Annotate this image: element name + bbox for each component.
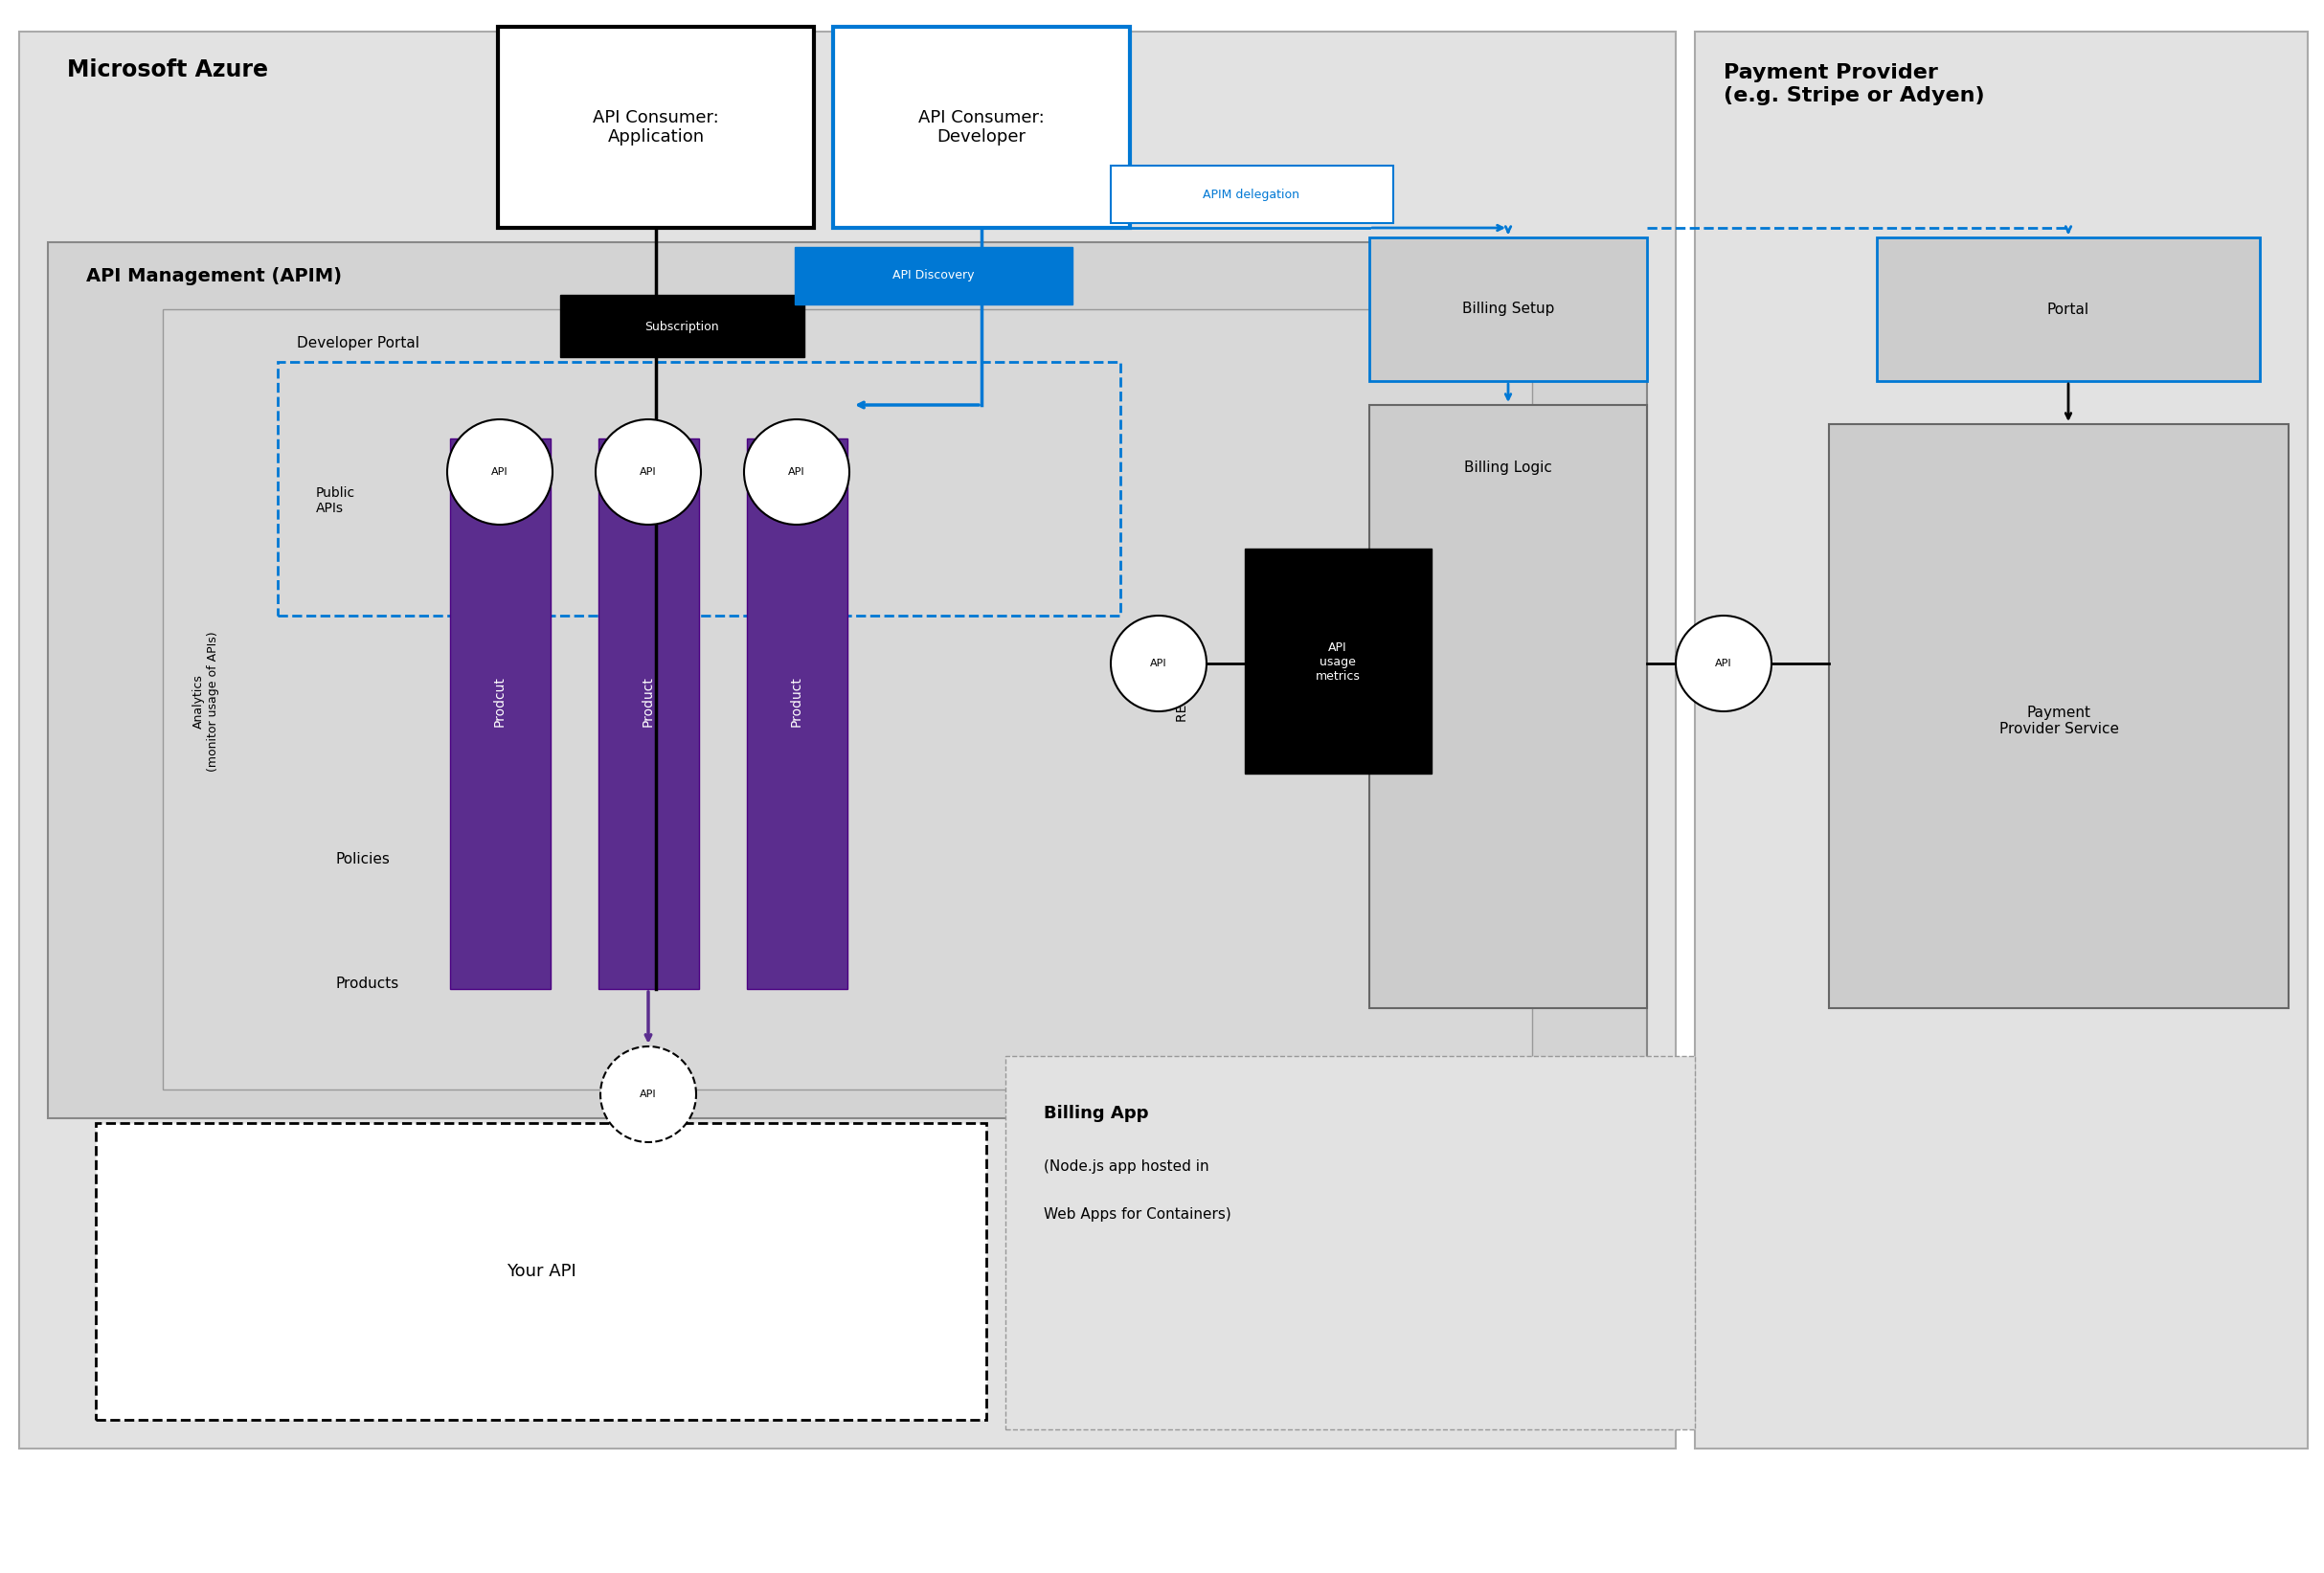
- FancyBboxPatch shape: [560, 294, 804, 357]
- Circle shape: [1676, 615, 1771, 711]
- FancyBboxPatch shape: [1369, 404, 1648, 1008]
- Text: Product: Product: [790, 676, 804, 727]
- Text: APIM delegation: APIM delegation: [1204, 189, 1299, 201]
- Text: (Node.js app hosted in: (Node.js app hosted in: [1043, 1159, 1208, 1173]
- Circle shape: [744, 420, 848, 525]
- Text: API: API: [788, 467, 804, 477]
- FancyBboxPatch shape: [1111, 165, 1394, 223]
- FancyBboxPatch shape: [277, 362, 1120, 615]
- FancyBboxPatch shape: [1878, 238, 2259, 381]
- Text: API Discovery: API Discovery: [892, 269, 974, 282]
- Circle shape: [446, 420, 553, 525]
- Text: Product: Product: [641, 676, 655, 727]
- Text: API: API: [639, 467, 658, 477]
- Text: REST API: REST API: [1176, 662, 1190, 722]
- Text: API: API: [1715, 659, 1731, 669]
- Text: Products: Products: [335, 977, 400, 991]
- Text: API: API: [490, 467, 509, 477]
- Text: Web Apps for Containers): Web Apps for Containers): [1043, 1206, 1232, 1221]
- FancyBboxPatch shape: [497, 27, 813, 228]
- Text: Payment
Provider Service: Payment Provider Service: [1999, 705, 2119, 736]
- FancyBboxPatch shape: [1369, 238, 1648, 381]
- Circle shape: [1111, 615, 1206, 711]
- Circle shape: [595, 420, 702, 525]
- FancyBboxPatch shape: [746, 439, 848, 989]
- FancyBboxPatch shape: [1006, 1055, 1694, 1430]
- Text: Portal: Portal: [2047, 302, 2089, 316]
- Text: Public
APIs: Public APIs: [316, 486, 356, 516]
- FancyBboxPatch shape: [832, 27, 1129, 228]
- Text: API Consumer:
Developer: API Consumer: Developer: [918, 109, 1043, 146]
- Text: Developer Portal: Developer Portal: [297, 335, 418, 349]
- Text: Analytics
(monitor usage of APIs): Analytics (monitor usage of APIs): [193, 632, 218, 772]
- Text: API Consumer:
Application: API Consumer: Application: [593, 109, 718, 146]
- Text: API: API: [639, 1090, 658, 1100]
- FancyBboxPatch shape: [1829, 425, 2289, 1008]
- FancyBboxPatch shape: [49, 242, 1648, 1118]
- Text: Payment Provider
(e.g. Stripe or Adyen): Payment Provider (e.g. Stripe or Adyen): [1724, 63, 1985, 105]
- Text: Microsoft Azure: Microsoft Azure: [67, 58, 267, 82]
- Circle shape: [600, 1046, 697, 1142]
- Text: API: API: [1150, 659, 1167, 669]
- Text: Subscription: Subscription: [644, 321, 718, 333]
- FancyBboxPatch shape: [600, 439, 700, 989]
- FancyBboxPatch shape: [1694, 31, 2308, 1449]
- FancyBboxPatch shape: [95, 1123, 985, 1420]
- FancyBboxPatch shape: [1246, 549, 1432, 774]
- Text: API
usage
metrics: API usage metrics: [1315, 640, 1360, 683]
- FancyBboxPatch shape: [451, 439, 551, 989]
- Text: API Management (APIM): API Management (APIM): [86, 267, 342, 285]
- Text: Prodcut: Prodcut: [493, 676, 507, 727]
- FancyBboxPatch shape: [795, 247, 1071, 305]
- Text: Policies: Policies: [335, 853, 390, 867]
- Text: Billing App: Billing App: [1043, 1104, 1148, 1122]
- Text: Billing Logic: Billing Logic: [1464, 459, 1552, 475]
- Text: Your API: Your API: [507, 1263, 576, 1280]
- FancyBboxPatch shape: [19, 31, 1676, 1449]
- FancyBboxPatch shape: [163, 310, 1532, 1090]
- Text: Billing Setup: Billing Setup: [1462, 302, 1555, 316]
